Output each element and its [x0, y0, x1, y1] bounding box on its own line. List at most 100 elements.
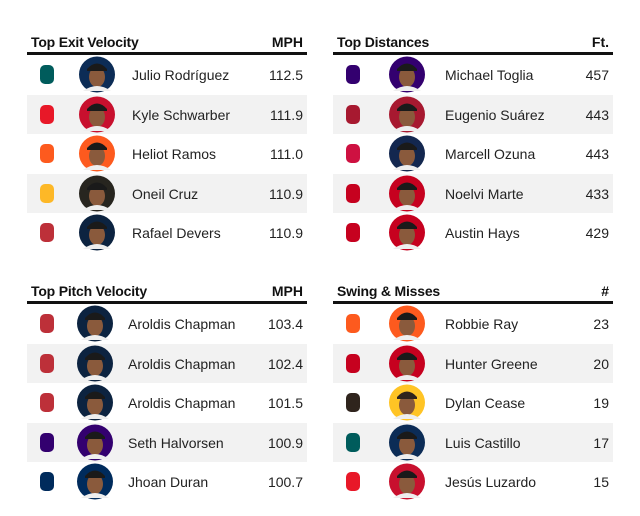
player-name: Heliot Ramos: [132, 146, 217, 162]
player-name: Aroldis Chapman: [128, 395, 236, 411]
icon: [389, 135, 425, 172]
stat-value: 17: [593, 434, 609, 451]
icon: [346, 432, 360, 452]
stat-value: 101.5: [267, 395, 303, 411]
stat-value: 110.9: [269, 185, 303, 202]
icon: [346, 104, 360, 124]
icon: [40, 104, 54, 124]
player-name: Dylan Cease: [445, 395, 526, 411]
icon: [79, 214, 115, 251]
table-row: Michael Toglia 457: [333, 55, 613, 94]
stat-value: 111.0: [270, 146, 303, 162]
icon: [77, 463, 113, 500]
icon: [346, 472, 360, 491]
icon: [77, 424, 113, 460]
icon: [77, 305, 113, 342]
player-name: Julio Rodríguez: [132, 67, 230, 83]
table-row: Aroldis Chapman 102.4: [27, 343, 307, 383]
table-row: Marcell Ozuna 443: [333, 134, 613, 173]
table-row: Luis Castillo 17: [333, 422, 613, 462]
column-header: #: [601, 283, 609, 299]
table-header: Top Pitch Velocity MPH: [27, 283, 307, 304]
stat-value: 19: [593, 395, 609, 411]
table-row: Aroldis Chapman 101.5: [27, 383, 307, 422]
icon: [79, 175, 115, 211]
icon: [389, 384, 425, 421]
stat-value: 103.4: [267, 316, 303, 332]
column-header: Ft.: [591, 34, 609, 50]
stat-value: 111.9: [270, 106, 303, 123]
icon: [79, 96, 115, 132]
stat-value: 23: [593, 316, 609, 332]
icon: [79, 56, 115, 93]
icon: [389, 463, 425, 500]
stat-value: 20: [593, 355, 609, 372]
table-title: Swing & Misses: [337, 283, 441, 299]
icon: [389, 175, 425, 211]
icon: [40, 472, 54, 491]
icon: [389, 305, 425, 342]
player-name: Kyle Schwarber: [132, 106, 231, 123]
stat-value: 457: [585, 67, 609, 83]
icon: [346, 183, 360, 203]
table-title: Top Pitch Velocity: [31, 283, 147, 299]
player-name: Eugenio Suárez: [445, 106, 545, 123]
player-name: Oneil Cruz: [132, 185, 199, 202]
player-name: Luis Castillo: [445, 434, 521, 451]
icon: [77, 384, 113, 421]
player-name: Aroldis Chapman: [128, 316, 236, 332]
icon: [40, 314, 54, 333]
table-row: Kyle Schwarber 111.9: [27, 94, 307, 134]
icon: [389, 424, 425, 460]
player-name: Hunter Greene: [445, 355, 538, 372]
icon: [40, 65, 54, 84]
table-header: Swing & Misses #: [333, 283, 613, 304]
stat-value: 443: [585, 146, 609, 162]
stat-value: 100.9: [267, 434, 303, 451]
table-row: Noelvi Marte 433: [333, 173, 613, 213]
table-row: Seth Halvorsen 100.9: [27, 422, 307, 462]
stat-value: 433: [585, 185, 609, 202]
player-name: Robbie Ray: [445, 316, 519, 332]
icon: [40, 223, 54, 242]
icon: [346, 144, 360, 163]
table-title: Top Exit Velocity: [31, 34, 139, 50]
stat-value: 100.7: [267, 474, 303, 490]
column-header: MPH: [271, 34, 303, 50]
stat-value: 102.4: [267, 355, 303, 372]
player-name: Jesús Luzardo: [445, 474, 537, 490]
table-header: Top Distances Ft.: [333, 34, 613, 55]
table-title: Top Distances: [337, 34, 430, 50]
player-name: Marcell Ozuna: [445, 146, 536, 162]
table-header: Top Exit Velocity MPH: [27, 34, 307, 55]
icon: [389, 96, 425, 132]
table-row: Rafael Devers 110.9: [27, 213, 307, 252]
icon: [40, 353, 54, 373]
table-row: Austin Hays 429: [333, 213, 613, 252]
table-row: Jesús Luzardo 15: [333, 462, 613, 501]
icon: [346, 223, 360, 242]
player-name: Jhoan Duran: [128, 474, 209, 490]
icon: [40, 393, 54, 412]
icon: [389, 56, 425, 93]
icon: [40, 432, 54, 452]
table-row: Robbie Ray 23: [333, 304, 613, 343]
icon: [389, 345, 425, 381]
player-name: Michael Toglia: [445, 67, 534, 83]
icon: [346, 353, 360, 373]
table-row: Oneil Cruz 110.9: [27, 173, 307, 213]
icon: [389, 214, 425, 251]
table-row: Dylan Cease 19: [333, 383, 613, 422]
icon: [40, 144, 54, 163]
stat-value: 429: [585, 225, 609, 241]
table-row: Heliot Ramos 111.0: [27, 134, 307, 173]
icon: [346, 393, 360, 412]
player-name: Seth Halvorsen: [128, 434, 224, 451]
stat-value: 112.5: [269, 67, 303, 83]
player-name: Rafael Devers: [132, 225, 221, 241]
stat-value: 15: [593, 474, 609, 490]
icon: [346, 65, 360, 84]
table-row: Jhoan Duran 100.7: [27, 462, 307, 501]
icon: [79, 135, 115, 172]
